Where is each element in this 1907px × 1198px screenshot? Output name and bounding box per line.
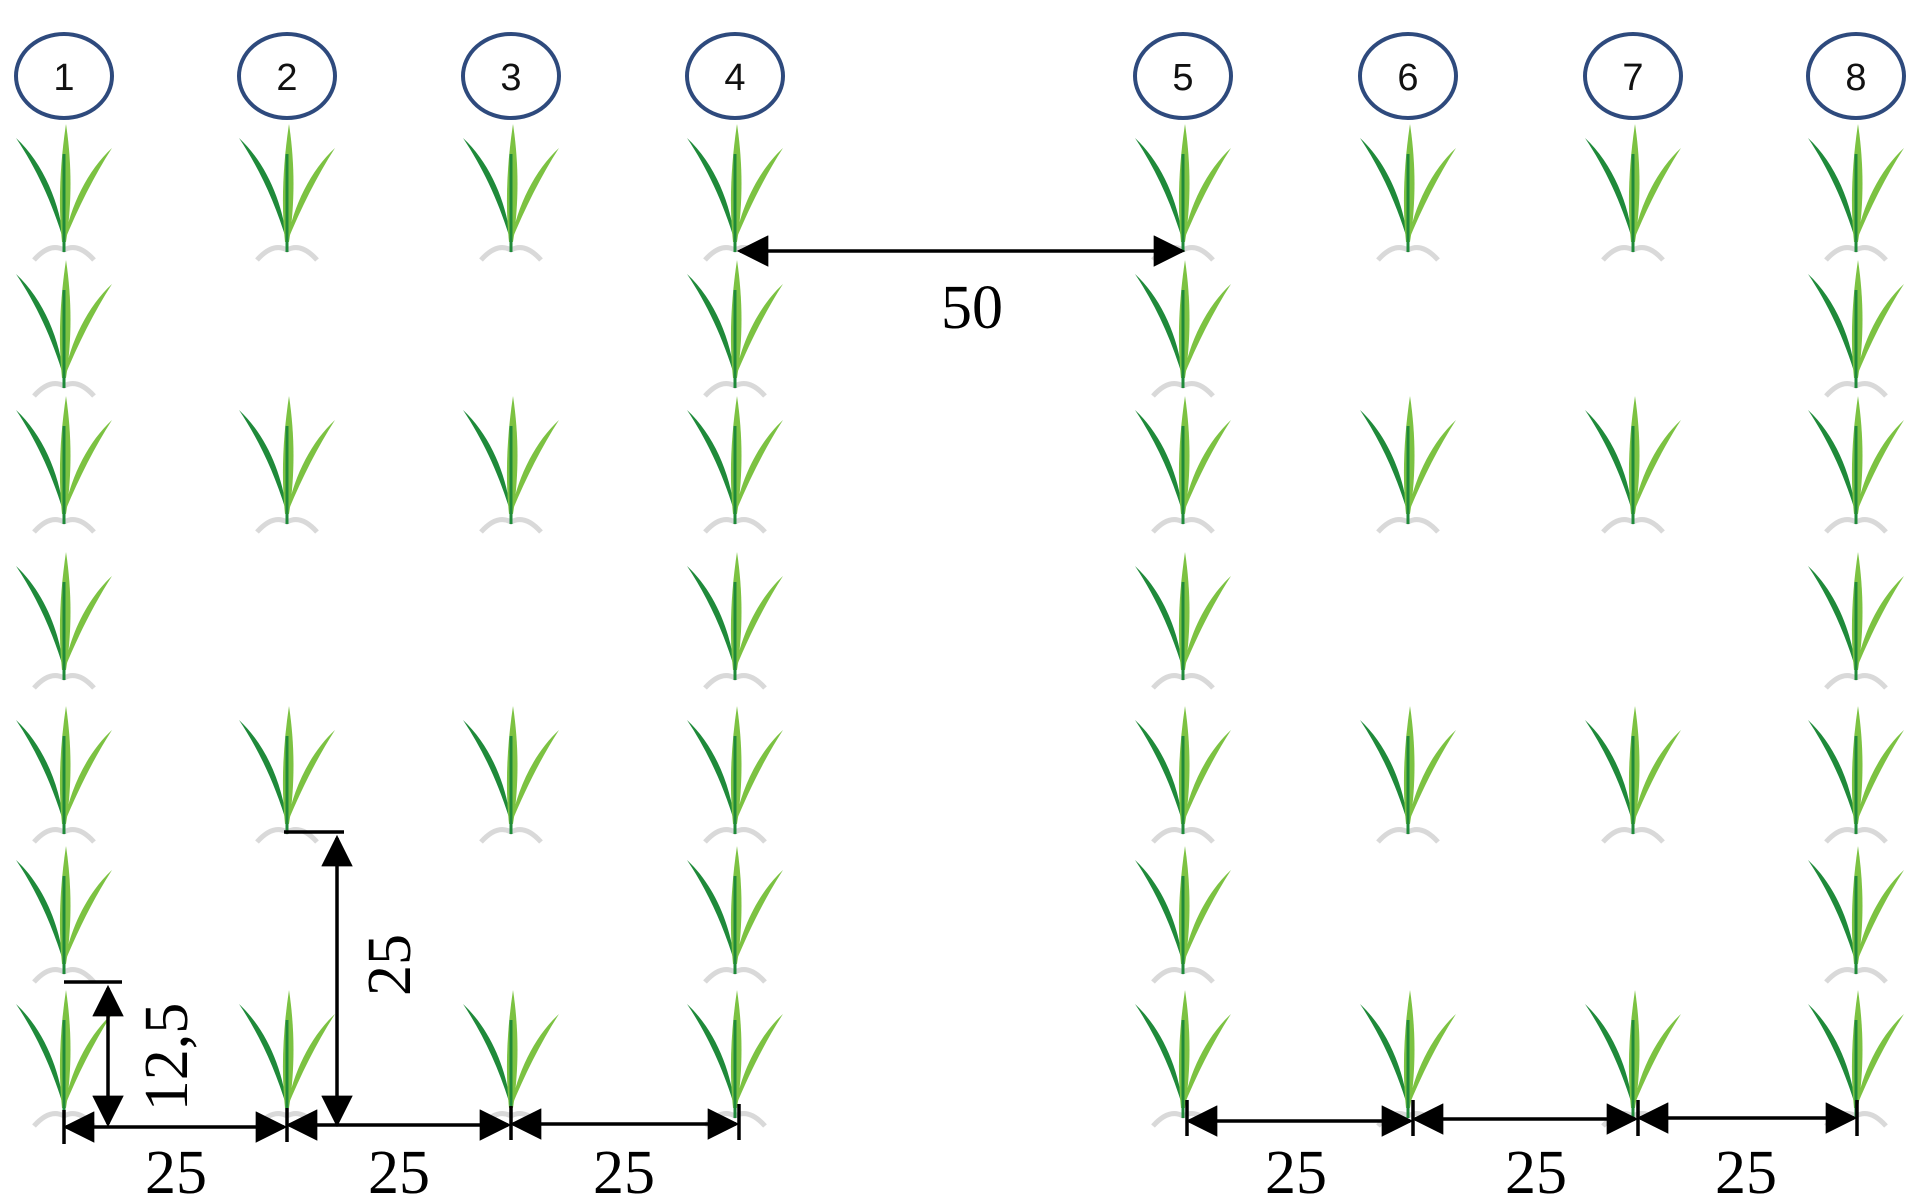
seedling-icon bbox=[687, 260, 783, 398]
seedling-icon bbox=[1808, 124, 1904, 262]
seedling-icon bbox=[16, 124, 112, 262]
seedling-icon bbox=[239, 706, 335, 844]
dimension-label-12-5: 12,5 bbox=[133, 1003, 201, 1112]
row-number: 6 bbox=[1397, 57, 1418, 99]
row-number: 2 bbox=[276, 57, 297, 99]
seedling-icon bbox=[1808, 260, 1904, 398]
row-label-5: 5 bbox=[1133, 32, 1233, 120]
dimension-label-25-vertical: 25 bbox=[356, 934, 424, 996]
row-number: 4 bbox=[724, 57, 745, 99]
seedling-icon bbox=[687, 124, 783, 262]
seedling-icon bbox=[1360, 990, 1456, 1128]
row-label-8: 8 bbox=[1806, 32, 1906, 120]
seedling-icon bbox=[1135, 706, 1231, 844]
row-label-6: 6 bbox=[1358, 32, 1458, 120]
seedling-icon bbox=[1135, 260, 1231, 398]
seedling-icon bbox=[1360, 396, 1456, 534]
seedling-icon bbox=[239, 124, 335, 262]
seedling-icon bbox=[1585, 396, 1681, 534]
dimension-label-right-3: 25 bbox=[1715, 1139, 1777, 1198]
seedling-icon bbox=[1360, 706, 1456, 844]
row-label-7: 7 bbox=[1583, 32, 1683, 120]
seedling-icon bbox=[1585, 990, 1681, 1128]
row-number: 7 bbox=[1622, 57, 1643, 99]
seedling-icon bbox=[1808, 706, 1904, 844]
seedling-icon bbox=[1135, 396, 1231, 534]
seedling-icon bbox=[463, 124, 559, 262]
seedling-icon bbox=[1135, 124, 1231, 262]
seedling-icon bbox=[1135, 552, 1231, 690]
seedling-icon bbox=[687, 706, 783, 844]
dimension-label-left-2: 25 bbox=[368, 1139, 430, 1198]
seedling-icon bbox=[16, 990, 112, 1128]
dimension-label-right-2: 25 bbox=[1505, 1139, 1567, 1198]
row-labels: 1 2 3 4 5 6 7 8 bbox=[14, 32, 1906, 120]
seedling-icon bbox=[1808, 396, 1904, 534]
seedling-icon bbox=[1585, 706, 1681, 844]
dimension-label-left-3: 25 bbox=[593, 1139, 655, 1198]
seedling-icon bbox=[463, 990, 559, 1128]
seedling-icon bbox=[687, 552, 783, 690]
seedling-icon bbox=[1808, 846, 1904, 984]
seedling-icon bbox=[687, 990, 783, 1128]
dimension-label-left-1: 25 bbox=[145, 1139, 207, 1198]
seedling-icon bbox=[16, 260, 112, 398]
dimension-label-right-1: 25 bbox=[1265, 1139, 1327, 1198]
seedling-icon bbox=[463, 396, 559, 534]
seedling-icon bbox=[1135, 990, 1231, 1128]
seedling-icon bbox=[16, 706, 112, 844]
row-number: 5 bbox=[1172, 57, 1193, 99]
seedling-icon bbox=[16, 846, 112, 984]
seedling-icon bbox=[16, 396, 112, 534]
seedling-icon bbox=[687, 396, 783, 534]
seedling-icon bbox=[463, 706, 559, 844]
seedling-icon bbox=[16, 552, 112, 690]
seedling-icon bbox=[1135, 846, 1231, 984]
row-label-3: 3 bbox=[461, 32, 561, 120]
row-number: 8 bbox=[1845, 57, 1866, 99]
row-label-1: 1 bbox=[14, 32, 114, 120]
seedling-icon bbox=[1808, 552, 1904, 690]
seedling-icon bbox=[239, 990, 335, 1128]
row-number: 3 bbox=[500, 57, 521, 99]
dimension-in-row-long: 25 bbox=[284, 830, 424, 1128]
dimension-label-50: 50 bbox=[941, 274, 1003, 342]
row-number: 1 bbox=[53, 57, 74, 99]
seedling-icon bbox=[1360, 124, 1456, 262]
dimension-row-gap: 50 bbox=[736, 235, 1186, 342]
seedling-icon bbox=[1585, 124, 1681, 262]
row-label-4: 4 bbox=[685, 32, 785, 120]
seedling-icon bbox=[239, 396, 335, 534]
seedling-icon bbox=[687, 846, 783, 984]
dimension-right-row-spacing: 25 25 25 bbox=[1185, 1100, 1859, 1198]
dimension-in-row-short: 12,5 bbox=[64, 980, 201, 1128]
dimension-left-row-spacing: 25 25 25 bbox=[62, 1104, 741, 1198]
row-label-2: 2 bbox=[237, 32, 337, 120]
